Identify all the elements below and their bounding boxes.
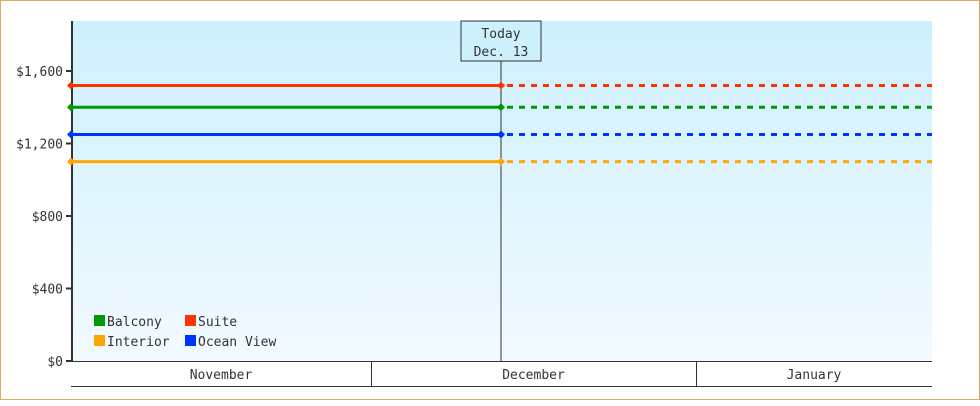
legend-label: Balcony [107, 315, 162, 330]
x-category-label: November [190, 368, 253, 383]
legend-label: Ocean View [198, 335, 276, 350]
legend-swatch [94, 335, 105, 346]
legend-swatch [185, 335, 196, 346]
data-point [67, 157, 75, 166]
data-point [67, 103, 75, 112]
data-point [497, 130, 505, 139]
y-tick-label: $800 [32, 210, 63, 225]
today-label: Today [481, 27, 520, 42]
legend-swatch [94, 315, 105, 326]
data-point [497, 157, 505, 166]
y-tick-label: $1,200 [16, 138, 63, 153]
x-category-label: January [787, 368, 842, 383]
legend-label: Interior [107, 335, 170, 350]
x-category-label: December [502, 368, 565, 383]
data-point [497, 103, 505, 112]
today-date: Dec. 13 [474, 45, 529, 60]
data-point [67, 81, 75, 90]
y-tick-label: $400 [32, 283, 63, 298]
data-point [497, 81, 505, 90]
legend-label: Suite [198, 315, 237, 330]
today-marker: Today Dec. 13 [460, 20, 542, 62]
y-tick-label: $1,600 [16, 65, 63, 80]
legend-swatch [185, 315, 196, 326]
legend: Balcony Suite Interior Ocean View [94, 315, 276, 350]
data-point [67, 130, 75, 139]
y-tick-label: $0 [47, 355, 63, 370]
